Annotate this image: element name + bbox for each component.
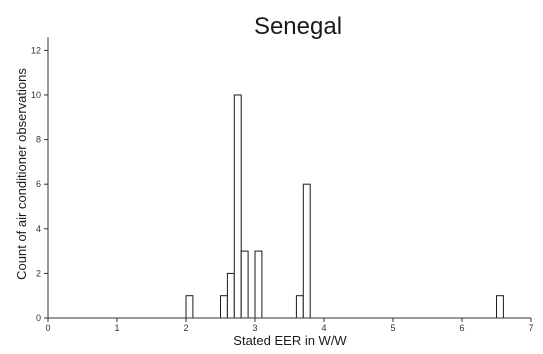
x-axis-label: Stated EER in W/W: [233, 333, 347, 348]
histogram-bar-2: [226, 272, 235, 319]
y-axis-label: Count of air conditioner observations: [14, 68, 29, 280]
y-tick-label: 12: [31, 45, 41, 55]
histogram-bar-8: [496, 295, 504, 319]
y-tick-label: 0: [36, 313, 41, 323]
histogram-bar-1: [220, 295, 228, 319]
x-tick-label: 4: [321, 323, 326, 333]
x-ticks-group: 0 1 2 3 4 5 6 7: [45, 318, 534, 333]
histogram-bar-4: [240, 250, 249, 319]
histogram-bar-7: [302, 183, 311, 319]
bars-group: [185, 94, 504, 319]
x-tick-label: 6: [459, 323, 464, 333]
chart-title: Senegal: [254, 13, 342, 40]
histogram-bar-3: [233, 94, 242, 319]
histogram-bar-5: [254, 250, 263, 319]
y-tick-label: 10: [31, 90, 41, 100]
x-tick-label: 2: [183, 323, 188, 333]
y-ticks-group: 0 2 4 6 8 10 12: [31, 45, 48, 323]
y-tick-label: 4: [36, 224, 41, 234]
histogram-bar-6: [295, 295, 304, 319]
histogram-bar-0: [185, 295, 194, 319]
x-tick-label: 3: [252, 323, 257, 333]
x-tick-label: 0: [45, 323, 50, 333]
x-tick-label: 5: [390, 323, 395, 333]
x-tick-label: 7: [528, 323, 533, 333]
x-tick-label: 1: [114, 323, 119, 333]
y-tick-label: 8: [36, 135, 41, 145]
y-tick-label: 2: [36, 268, 41, 278]
y-tick-label: 6: [36, 179, 41, 189]
